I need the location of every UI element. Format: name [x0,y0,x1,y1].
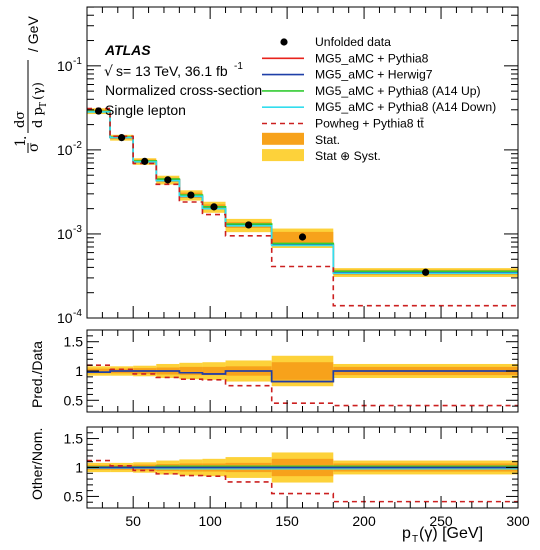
x-tick-label: 250 [429,513,453,529]
legend-label: MG5_aMC + Pythia8 (A14 Down) [315,100,496,114]
ratio-tick-label: 1.5 [64,334,84,350]
experiment-label: ATLAS [104,42,151,58]
legend-label: MG5_aMC + Pythia8 [315,51,429,65]
data-point [187,191,195,199]
ratio-line-3 [87,370,518,383]
data-point [422,268,430,276]
y-axis-label-ratio1: Pred./Data [29,341,45,408]
energy-text: = 13 TeV, 36.1 fb [123,63,228,79]
data-point [94,107,103,115]
legend-label: Stat. [315,133,340,147]
y-axis-unit: / GeV [25,16,41,52]
data-point [118,134,126,142]
x-axis-label: p T (γ) [GeV] [402,525,483,545]
ratio-panel-other-over-nom: 1.5 1 0.5 50 100 150 200 250 300 [64,426,530,529]
x-tick-label: 100 [198,513,222,529]
y-axis-label-ratio2: Other/Nom. [29,428,45,500]
svg-text:(γ): (γ) [31,82,46,100]
svg-text:p: p [402,525,411,542]
y-tick-label: 10 [57,142,73,158]
data-point [141,157,149,165]
y-axis-label-main: 1 σ · dσ d p T (γ) / GeV [13,16,49,153]
ratio-tick-label: 1 [75,363,83,379]
data-point [164,176,172,184]
y-tick-label: 10 [57,310,73,326]
svg-text:dσ: dσ [13,111,28,128]
svg-text:(γ) [GeV]: (γ) [GeV] [419,525,483,542]
y-tick-label: 10 [57,58,73,74]
main-panel: 10-110-210-310-4 [57,6,519,326]
x-tick-label: 50 [125,513,141,529]
legend-label: MG5_aMC + Herwig7 [315,68,433,82]
legend-label: MG5_aMC + Pythia8 (A14 Up) [315,84,481,98]
legend-label: Unfolded data [315,35,391,49]
y-tick-label-exp: -4 [73,308,82,319]
svg-text:T: T [39,102,49,108]
ratio-tick-label: 1.5 [64,431,84,447]
ratio-line-4 [87,364,518,407]
x-tick-label: 200 [352,513,376,529]
legend-label: Powheg + Pythia8 tt̄ [315,117,424,131]
x-tick-label: 150 [275,513,299,529]
stat-band-bin [271,362,334,380]
data-point [210,203,218,211]
y-tick-label-exp: -1 [73,56,82,67]
legend-marker-band [262,132,304,145]
svg-text:·: · [18,136,34,140]
ratio-tick-label: 0.5 [64,488,84,504]
ratio-panel-pred-over-data: 1.5 1 0.5 [64,329,519,413]
legend: Unfolded data MG5_aMC + Pythia8 MG5_aMC + … [262,35,496,163]
data-point [298,233,307,241]
legend-label: Stat ⊕ Syst. [315,149,381,163]
ratio-tick-label: 1 [75,460,83,476]
stat-band-bin [179,366,203,376]
svg-text:1: 1 [13,138,29,147]
svg-text:T: T [412,534,418,545]
energy-sup: -1 [234,61,243,72]
svg-text:σ: σ [26,142,42,152]
x-tick-label: 300 [506,513,530,529]
energy-label: √ s = 13 TeV, 36.1 fb -1 [104,61,243,80]
subtitle-normalized: Normalized cross-section [105,82,262,98]
svg-text:d p: d p [31,107,46,128]
energy-prefix: s [116,63,123,79]
svg-text:√: √ [104,64,113,80]
subtitle-channel: Single lepton [105,102,186,118]
data-point [245,221,253,229]
stat-band-bin [202,366,226,376]
ratio-line-4 [87,459,518,503]
ratio-tick-label: 0.5 [64,392,84,408]
legend-marker-data [280,38,288,46]
y-tick-label-exp: -2 [73,140,82,151]
y-tick-label: 10 [57,226,73,242]
legend-marker-band [262,149,304,162]
series-line-4 [87,107,518,307]
y-tick-label-exp: -3 [73,224,82,235]
